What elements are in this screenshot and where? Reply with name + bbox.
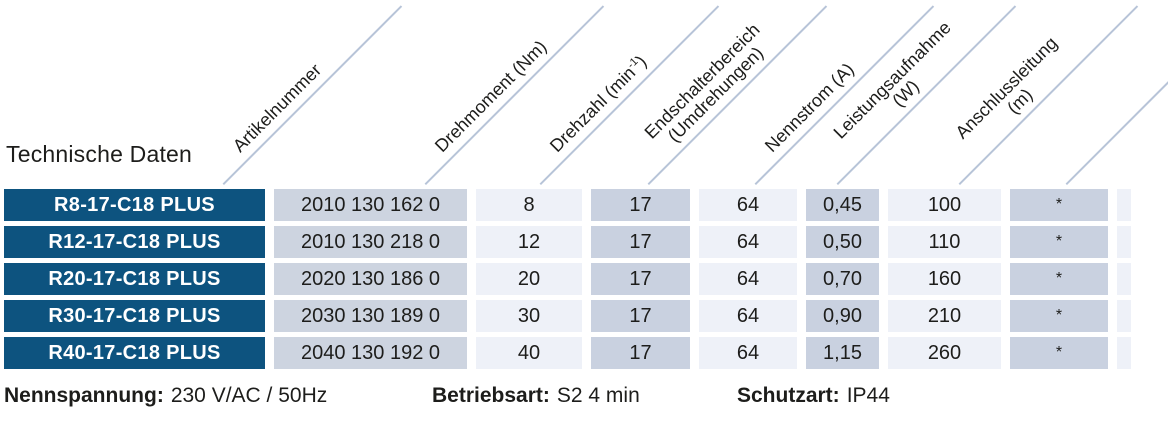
- column-header-artikelnummer: Artikelnummer: [222, 5, 403, 185]
- cell-leistungsaufnahme: 110: [888, 226, 1001, 258]
- column-header-anschlussleitung: Anschlussleitung (m): [952, 5, 1139, 185]
- cell-drehzahl: 17: [591, 300, 690, 332]
- cell-endschalterbereich: 64: [699, 337, 797, 369]
- cell-nennstrom: 1,15: [806, 337, 879, 369]
- cell-leistungsaufnahme: 160: [888, 263, 1001, 295]
- row-model-label: R40-17-C18 PLUS: [4, 337, 265, 369]
- cell-endschalterbereich: 64: [699, 226, 797, 258]
- column-header-label: Drehzahl (min-1): [545, 51, 651, 157]
- spacer-cell: [1117, 263, 1131, 295]
- spec-betriebsart: Betriebsart: S2 4 min: [432, 384, 640, 408]
- footer-specs: Nennspannung: 230 V/AC / 50Hz Betriebsart…: [0, 384, 1168, 414]
- row-model-label: R20-17-C18 PLUS: [4, 263, 265, 295]
- cell-anschlussleitung: *: [1010, 337, 1108, 369]
- cell-drehmoment: 12: [476, 226, 582, 258]
- cell-leistungsaufnahme: 260: [888, 337, 1001, 369]
- cell-leistungsaufnahme: 100: [888, 189, 1001, 221]
- cell-nennstrom: 0,50: [806, 226, 879, 258]
- cell-drehmoment: 20: [476, 263, 582, 295]
- spec-value: S2 4 min: [556, 384, 640, 407]
- spacer-cell: [1117, 189, 1131, 221]
- row-model-label: R30-17-C18 PLUS: [4, 300, 265, 332]
- row-model-label: R8-17-C18 PLUS: [4, 189, 265, 221]
- cell-nennstrom: 0,70: [806, 263, 879, 295]
- spec-table: R8-17-C18 PLUS 2010 130 162 0 8 17 64 0,…: [4, 189, 1131, 369]
- cell-artikelnummer: 2010 130 162 0: [274, 189, 467, 221]
- cell-endschalterbereich: 64: [699, 263, 797, 295]
- cell-anschlussleitung: *: [1010, 300, 1108, 332]
- cell-artikelnummer: 2030 130 189 0: [274, 300, 467, 332]
- cell-drehzahl: 17: [591, 337, 690, 369]
- column-header-label: Artikelnummer: [228, 59, 326, 157]
- cell-drehzahl: 17: [591, 263, 690, 295]
- cell-endschalterbereich: 64: [699, 300, 797, 332]
- column-header-label: Endschalterbereich (Umdrehungen): [640, 19, 768, 147]
- cell-drehzahl: 17: [591, 189, 690, 221]
- spec-nennspannung: Nennspannung: 230 V/AC / 50Hz: [4, 384, 327, 408]
- cell-artikelnummer: 2020 130 186 0: [274, 263, 467, 295]
- spacer-cell: [1117, 226, 1131, 258]
- cell-drehmoment: 8: [476, 189, 582, 221]
- column-header-endschalterbereich: Endschalterbereich (Umdrehungen): [641, 5, 828, 185]
- cell-endschalterbereich: 64: [699, 189, 797, 221]
- cell-leistungsaufnahme: 210: [888, 300, 1001, 332]
- cell-nennstrom: 0,45: [806, 189, 879, 221]
- cell-drehmoment: 30: [476, 300, 582, 332]
- column-header-label: Drehmoment (Nm): [430, 36, 551, 157]
- cell-anschlussleitung: *: [1010, 226, 1108, 258]
- spacer-cell: [1117, 337, 1131, 369]
- spec-value: 230 V/AC / 50Hz: [170, 384, 328, 407]
- page-title: Technische Daten: [6, 141, 193, 167]
- spec-label: Schutzart:: [737, 384, 840, 407]
- spec-label: Betriebsart:: [432, 384, 550, 407]
- column-header-drehmoment: Drehmoment (Nm): [424, 5, 605, 185]
- header-divider-line: [1065, 5, 1168, 185]
- cell-nennstrom: 0,90: [806, 300, 879, 332]
- spec-value: IP44: [846, 384, 890, 407]
- cell-anschlussleitung: *: [1010, 263, 1108, 295]
- cell-drehmoment: 40: [476, 337, 582, 369]
- spacer-cell: [1117, 300, 1131, 332]
- spec-schutzart: Schutzart: IP44: [737, 384, 890, 408]
- spec-label: Nennspannung:: [4, 384, 164, 407]
- cell-anschlussleitung: *: [1010, 189, 1108, 221]
- cell-artikelnummer: 2010 130 218 0: [274, 226, 467, 258]
- row-model-label: R12-17-C18 PLUS: [4, 226, 265, 258]
- cell-drehzahl: 17: [591, 226, 690, 258]
- cell-artikelnummer: 2040 130 192 0: [274, 337, 467, 369]
